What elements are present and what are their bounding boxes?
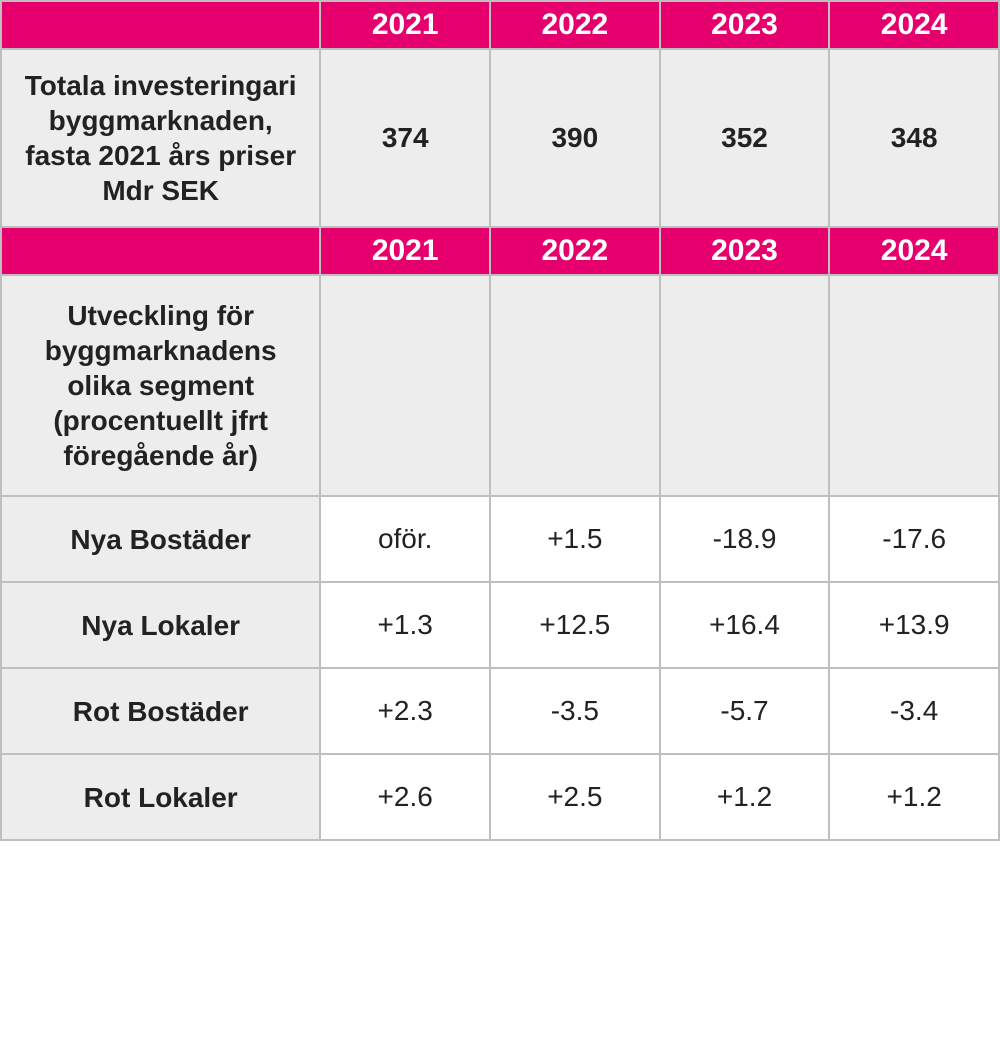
table2-value: +2.5 — [490, 754, 660, 840]
table2-value: -3.4 — [829, 668, 999, 754]
table2-header-year: 2024 — [829, 227, 999, 275]
table2-section-label: Utveckling för byggmarknadens olika segm… — [1, 275, 320, 496]
table1-value: 352 — [660, 49, 830, 227]
table2-row-label: Nya Lokaler — [1, 582, 320, 668]
table1-header-year: 2024 — [829, 1, 999, 49]
table1-header-year: 2022 — [490, 1, 660, 49]
table2-empty-cell — [320, 275, 490, 496]
table2-value: +13.9 — [829, 582, 999, 668]
table1-row-label: Totala investeringari byggmarknaden, fas… — [1, 49, 320, 227]
table1-row: Totala investeringari byggmarknaden, fas… — [1, 49, 999, 227]
table2-header-year: 2022 — [490, 227, 660, 275]
table2-row: Nya Bostäder oför. +1.5 -18.9 -17.6 — [1, 496, 999, 582]
table2-header-row: 2021 2022 2023 2024 — [1, 227, 999, 275]
table2-value: +2.3 — [320, 668, 490, 754]
table1-header-year: 2021 — [320, 1, 490, 49]
table2-value: +2.6 — [320, 754, 490, 840]
table1-header-year: 2023 — [660, 1, 830, 49]
table2-value: -17.6 — [829, 496, 999, 582]
table2-row-label: Nya Bostäder — [1, 496, 320, 582]
table2-empty-cell — [490, 275, 660, 496]
table1-value: 374 — [320, 49, 490, 227]
table2-value: +1.3 — [320, 582, 490, 668]
table2-row: Rot Lokaler +2.6 +2.5 +1.2 +1.2 — [1, 754, 999, 840]
table1-header-blank — [1, 1, 320, 49]
investments-table: 2021 2022 2023 2024 Totala investeringar… — [0, 0, 1000, 841]
table2-row: Nya Lokaler +1.3 +12.5 +16.4 +13.9 — [1, 582, 999, 668]
table2-value: -5.7 — [660, 668, 830, 754]
table2-header-year: 2021 — [320, 227, 490, 275]
table2-empty-cell — [829, 275, 999, 496]
table2-row-label: Rot Bostäder — [1, 668, 320, 754]
table2-value: +16.4 — [660, 582, 830, 668]
table2-value: -18.9 — [660, 496, 830, 582]
table2-value: oför. — [320, 496, 490, 582]
table2-value: +1.5 — [490, 496, 660, 582]
table2-value: +1.2 — [660, 754, 830, 840]
table2-row: Rot Bostäder +2.3 -3.5 -5.7 -3.4 — [1, 668, 999, 754]
table2-header-blank — [1, 227, 320, 275]
table2-value: +12.5 — [490, 582, 660, 668]
table2-value: +1.2 — [829, 754, 999, 840]
table2-row-label: Rot Lokaler — [1, 754, 320, 840]
table2-value: -3.5 — [490, 668, 660, 754]
table2-empty-cell — [660, 275, 830, 496]
table1-header-row: 2021 2022 2023 2024 — [1, 1, 999, 49]
table2-header-year: 2023 — [660, 227, 830, 275]
table1-value: 348 — [829, 49, 999, 227]
table2-section-row: Utveckling för byggmarknadens olika segm… — [1, 275, 999, 496]
table1-value: 390 — [490, 49, 660, 227]
